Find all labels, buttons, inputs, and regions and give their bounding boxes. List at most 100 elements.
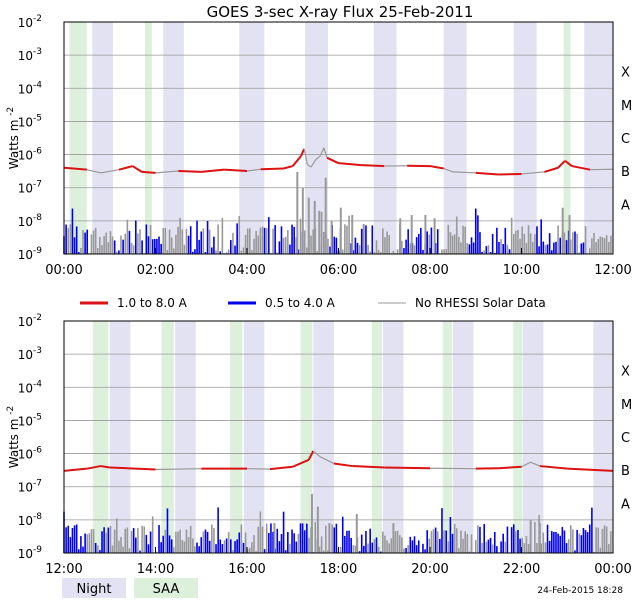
y-tick-exponent: -5 bbox=[33, 113, 42, 123]
long-band-segment bbox=[323, 147, 328, 158]
night-band bbox=[313, 321, 334, 553]
long-band-segment bbox=[315, 155, 321, 161]
y-tick-exponent: -4 bbox=[33, 379, 42, 389]
long-band-segment bbox=[319, 456, 335, 465]
long-band-segment bbox=[109, 466, 156, 471]
y-tick-label: 10-4 bbox=[18, 80, 43, 96]
x-tick-label: 16:00 bbox=[228, 562, 265, 577]
saa-band bbox=[161, 321, 174, 553]
x-tick-label: 22:00 bbox=[503, 562, 540, 577]
flare-class-label: M bbox=[621, 398, 632, 413]
night-band bbox=[305, 22, 328, 254]
long-band-segment bbox=[452, 171, 476, 174]
y-tick-label: 10-5 bbox=[18, 412, 42, 428]
long-band-segment bbox=[63, 467, 87, 472]
y-tick-label: 10-9 bbox=[18, 246, 43, 262]
long-band-segment bbox=[443, 167, 454, 173]
x-tick-label: 14:00 bbox=[137, 562, 174, 577]
night-band bbox=[239, 22, 265, 254]
y-tick-exponent: -6 bbox=[33, 147, 42, 157]
y-tick-exponent: -9 bbox=[33, 246, 42, 256]
saa-band bbox=[92, 321, 109, 553]
y-tick-label: 10-6 bbox=[18, 446, 43, 462]
long-band-segment bbox=[224, 168, 248, 172]
long-band-segment bbox=[567, 467, 614, 472]
long-band-segment bbox=[292, 458, 310, 468]
y-tick-label: 10-3 bbox=[18, 47, 42, 63]
footer-timestamp: 24-Feb-2015 18:28 bbox=[537, 586, 623, 596]
y-tick-label: 10-8 bbox=[18, 213, 43, 229]
long-band-segment bbox=[155, 170, 179, 174]
y-axis-label-exponent: -2 bbox=[6, 107, 16, 116]
night-band bbox=[92, 22, 113, 254]
long-band-segment bbox=[246, 168, 261, 172]
long-band-segment bbox=[326, 156, 339, 165]
saa-band bbox=[371, 321, 382, 553]
top-panel: 10-2 10-3 10-4 10-5 10-6 10-7 10-8 10-9 X M C B A Wat… bbox=[6, 14, 632, 278]
x-tick-label: 18:00 bbox=[320, 562, 357, 577]
long-band-segment bbox=[201, 168, 225, 173]
y-tick-label: 10-8 bbox=[18, 512, 43, 528]
long-band-segment bbox=[319, 147, 325, 157]
flare-class-label: A bbox=[621, 497, 630, 512]
y-tick-exponent: -5 bbox=[33, 412, 42, 422]
saa-band bbox=[300, 321, 313, 553]
long-band-segment bbox=[498, 465, 522, 470]
saa-label: SAA bbox=[153, 582, 180, 597]
night-label: Night bbox=[77, 582, 112, 597]
flare-class-label: X bbox=[621, 365, 630, 380]
flare-class-label: M bbox=[621, 99, 632, 114]
night-band bbox=[175, 321, 196, 553]
saa-band bbox=[513, 321, 523, 553]
x-tick-label: 00:00 bbox=[594, 562, 631, 577]
long-band-segment bbox=[310, 159, 317, 168]
saa-band bbox=[69, 22, 87, 254]
y-tick-exponent: -3 bbox=[33, 47, 42, 57]
y-tick-label: 10-7 bbox=[18, 479, 42, 495]
long-band-segment bbox=[571, 165, 591, 171]
y-tick-label: 10-4 bbox=[18, 379, 43, 395]
legend-short-label: 0.5 to 4.0 A bbox=[265, 296, 336, 310]
night-band bbox=[522, 321, 544, 553]
flare-class-label: B bbox=[621, 464, 630, 479]
y-tick-exponent: -2 bbox=[33, 14, 42, 24]
y-tick-exponent: -2 bbox=[33, 313, 42, 323]
long-band-segment bbox=[521, 461, 531, 468]
long-band-segment bbox=[429, 165, 444, 170]
long-band-segment bbox=[269, 465, 293, 471]
night-band bbox=[382, 321, 404, 553]
y-axis-label-exponent: -2 bbox=[6, 406, 16, 415]
saa-swatch bbox=[134, 578, 198, 598]
long-band-segment bbox=[498, 172, 522, 176]
legend-long-label: 1.0 to 8.0 A bbox=[117, 296, 188, 310]
chart-title: GOES 3-sec X-ray Flux 25-Feb-2011 bbox=[207, 3, 474, 21]
long-band-segment bbox=[539, 465, 568, 470]
long-band-segment bbox=[361, 164, 385, 168]
long-band-segment bbox=[118, 165, 133, 171]
long-band-segment bbox=[521, 171, 545, 175]
long-band-segment bbox=[300, 148, 306, 157]
long-band-segment bbox=[312, 450, 321, 458]
long-band-segment bbox=[155, 468, 202, 471]
night-band bbox=[109, 321, 131, 553]
long-band-segment bbox=[530, 461, 541, 467]
flare-class-label: A bbox=[621, 198, 630, 213]
y-tick-exponent: -4 bbox=[33, 80, 42, 90]
night-band bbox=[584, 22, 613, 254]
flare-class-label: X bbox=[621, 66, 630, 81]
night-band bbox=[593, 321, 613, 553]
long-band-segment bbox=[141, 170, 156, 174]
night-band bbox=[513, 22, 537, 254]
y-tick-label: 10-2 bbox=[18, 313, 42, 329]
night-swatch bbox=[62, 578, 126, 598]
legend-norhessi-label: No RHESSI Solar Data bbox=[415, 296, 546, 310]
saa-band bbox=[230, 321, 243, 553]
shade-legend: Night SAA bbox=[62, 578, 198, 598]
y-tick-exponent: -7 bbox=[33, 479, 42, 489]
long-band-segment bbox=[307, 164, 312, 168]
long-band-segment bbox=[132, 165, 143, 173]
long-band-segment bbox=[100, 169, 120, 174]
y-tick-exponent: -9 bbox=[33, 545, 42, 555]
y-tick-exponent: -3 bbox=[33, 346, 42, 356]
